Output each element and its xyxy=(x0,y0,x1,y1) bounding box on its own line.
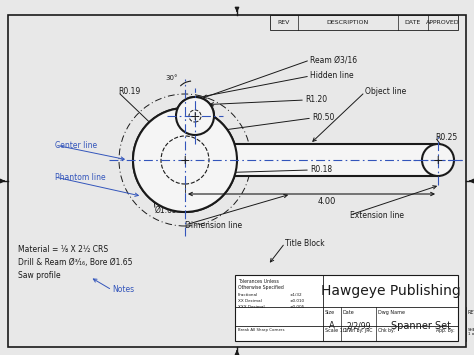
Text: Drill & Ream Ø³⁄₁₆, Bore Ø1.65: Drill & Ream Ø³⁄₁₆, Bore Ø1.65 xyxy=(18,258,133,268)
Text: 4.00: 4.00 xyxy=(317,197,336,206)
Text: Dwg Name: Dwg Name xyxy=(378,310,405,315)
Text: Phantom line: Phantom line xyxy=(55,173,106,181)
Circle shape xyxy=(422,144,454,176)
Text: APPROVED: APPROVED xyxy=(426,20,460,25)
Text: Object line: Object line xyxy=(365,87,406,97)
Text: ±0.005: ±0.005 xyxy=(290,305,305,309)
Text: R0.19: R0.19 xyxy=(118,87,140,97)
Text: App. by:: App. by: xyxy=(436,328,455,333)
Text: Scale 1:1: Scale 1:1 xyxy=(325,328,347,333)
Text: 30°: 30° xyxy=(165,75,177,81)
Text: XXX Decimal: XXX Decimal xyxy=(238,305,264,309)
Text: Extension line: Extension line xyxy=(350,211,404,219)
Text: Saw profile: Saw profile xyxy=(18,272,61,280)
Text: Otherwise Specified: Otherwise Specified xyxy=(238,285,284,290)
Text: R0.25: R0.25 xyxy=(435,132,457,142)
Circle shape xyxy=(133,108,237,212)
Text: Dimension line: Dimension line xyxy=(185,220,242,229)
Text: Title Block: Title Block xyxy=(285,239,325,247)
Text: Break All Sharp Corners: Break All Sharp Corners xyxy=(238,328,284,332)
Text: ±0.010: ±0.010 xyxy=(290,299,305,303)
Bar xyxy=(235,275,458,341)
Text: Hidden line: Hidden line xyxy=(310,71,354,81)
Text: Hawgeye Publishing: Hawgeye Publishing xyxy=(320,284,460,298)
Bar xyxy=(185,144,438,176)
Text: +: + xyxy=(433,153,443,166)
Text: R0.50: R0.50 xyxy=(312,114,334,122)
Text: DATE: DATE xyxy=(405,20,421,25)
Text: A: A xyxy=(329,321,335,330)
Text: REV: REV xyxy=(468,310,474,315)
Text: Ream Ø3/16: Ream Ø3/16 xyxy=(310,55,357,65)
Text: Ø1.65: Ø1.65 xyxy=(155,206,178,214)
Text: Notes: Notes xyxy=(112,285,134,295)
Text: Date: Date xyxy=(343,310,355,315)
Text: Drwn by: JRC: Drwn by: JRC xyxy=(343,328,373,333)
Text: R0.18: R0.18 xyxy=(310,165,332,175)
Text: DESCRIPTION: DESCRIPTION xyxy=(327,20,369,25)
Text: SHEET
1 of 1: SHEET 1 of 1 xyxy=(468,328,474,337)
Circle shape xyxy=(176,97,214,135)
Bar xyxy=(270,15,458,30)
Circle shape xyxy=(176,97,214,135)
Text: XX Decimal: XX Decimal xyxy=(238,299,262,303)
Text: +: + xyxy=(180,153,191,166)
Text: R1.20: R1.20 xyxy=(305,95,327,104)
Text: Center line: Center line xyxy=(55,141,97,149)
Text: Size: Size xyxy=(325,310,335,315)
Text: ±1/32: ±1/32 xyxy=(290,293,302,297)
Text: +: + xyxy=(190,109,201,122)
Text: Tolerances Unless: Tolerances Unless xyxy=(238,279,279,284)
Text: 2/2/99: 2/2/99 xyxy=(346,321,371,330)
Text: Spanner Set: Spanner Set xyxy=(391,321,451,331)
Text: Material = ⅛ X 2½ CRS: Material = ⅛ X 2½ CRS xyxy=(18,246,108,255)
Text: Fractional: Fractional xyxy=(238,293,258,297)
Circle shape xyxy=(133,108,237,212)
Text: REV: REV xyxy=(278,20,290,25)
Text: Chk by:: Chk by: xyxy=(378,328,395,333)
